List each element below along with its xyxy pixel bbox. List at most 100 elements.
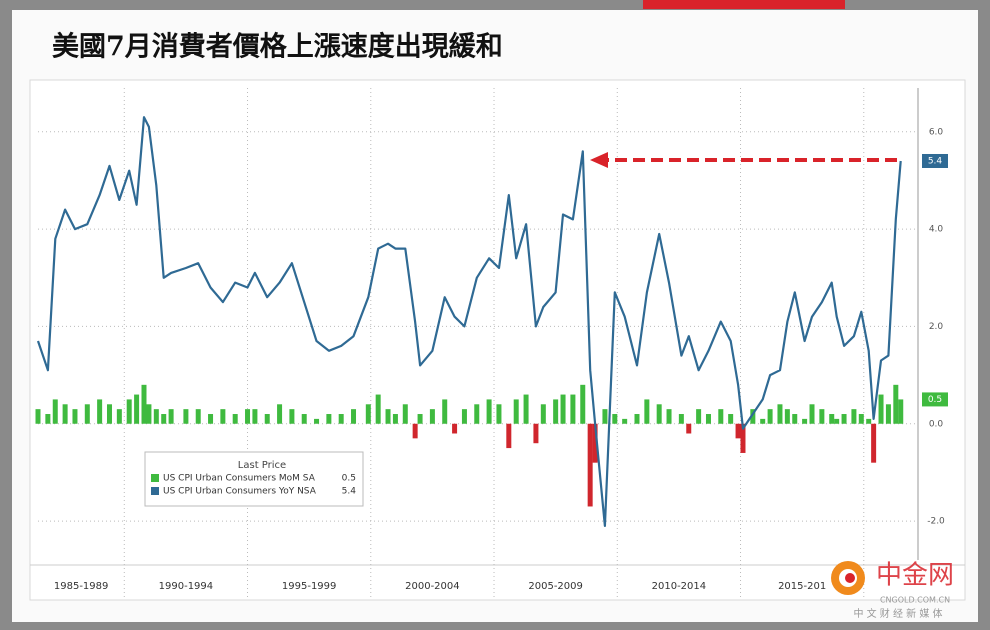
plot-panel [29,79,966,601]
bar [851,409,857,424]
bar [602,409,608,424]
bar [792,414,798,424]
bar [486,399,492,424]
bar [392,414,398,424]
bar [777,404,783,424]
line [36,116,902,527]
bar [841,414,847,424]
bar [146,404,152,424]
bar [161,414,167,424]
bar [802,418,808,424]
watermark-name: 中金网 [876,561,954,591]
x-period-label: 1985-1989 [54,581,109,592]
bar [656,404,662,424]
bar [245,409,251,424]
bar [513,399,519,424]
bar [750,409,756,424]
last-value-tag [922,153,948,168]
last-value-tag [922,392,948,407]
bar [35,409,41,424]
bar [429,409,435,424]
legend-value: 5.4 [342,487,357,497]
legend-swatch [151,487,159,495]
bar [183,409,189,424]
logo-dot [845,573,855,583]
watermark-slogan: 中 文 财 经 新 媒 体 [853,607,942,620]
bar [474,404,480,424]
y-tick-label: 6.0 [929,127,944,137]
chart-title: 美國7月消費者價格上漲速度出現緩和 [52,31,503,63]
bar [168,409,174,424]
bar [634,414,640,424]
bar [385,409,391,424]
bar [686,423,692,434]
bar [834,418,840,424]
bar [580,384,586,424]
bar [540,404,546,424]
bar [871,423,877,463]
bar [622,418,628,424]
y-tick-label: 4.0 [929,225,944,235]
bar [506,423,512,449]
annotation-arrowhead [590,152,608,168]
bar [461,409,467,424]
bar [858,414,864,424]
bar [289,409,295,424]
bar [678,414,684,424]
bar [452,423,458,434]
bar [878,394,884,424]
bar [560,394,566,424]
bar [84,404,90,424]
bar [314,418,320,424]
bar [760,418,766,424]
bar [767,409,773,424]
bar [45,414,51,424]
bar [893,384,899,424]
x-period-label: 1995-1999 [282,581,337,592]
bar [442,399,448,424]
bar [898,399,904,424]
legend-label: US CPI Urban Consumers MoM SA [163,474,316,484]
x-period-label: 2015-201 [778,581,826,592]
y-tick-label: 0.0 [929,419,944,429]
bar [97,399,103,424]
bar [718,409,724,424]
bar [885,404,891,424]
x-period-label: 1990-1994 [159,581,214,592]
y-tick-label: -2.0 [927,517,945,527]
bar [829,414,835,424]
top-bar [643,0,845,9]
bar [523,394,529,424]
x-period-label: 2000-2004 [405,581,460,592]
bar [533,423,539,444]
bar [153,409,159,424]
bar [496,404,502,424]
last-value-label: 0.5 [928,395,942,405]
bar [134,394,140,424]
bar [612,414,618,424]
bar [351,409,357,424]
bar [553,399,559,424]
legend [144,451,364,507]
legend-value: 0.5 [342,474,356,484]
bar [740,423,746,453]
bar [735,423,741,439]
bar [866,418,872,424]
bar [696,409,702,424]
bar [264,414,270,424]
bar [301,414,307,424]
bar [277,404,283,424]
bar [116,409,122,424]
bar [705,414,711,424]
last-value-label: 5.4 [928,156,943,166]
bar [587,423,593,507]
bar [72,409,78,424]
bar [417,414,423,424]
bar [220,409,226,424]
legend-swatch [151,474,159,482]
legend-label: US CPI Urban Consumers YoY NSA [163,487,317,497]
bar [52,399,58,424]
bar [232,414,238,424]
legend-title: Last Price [238,460,286,471]
